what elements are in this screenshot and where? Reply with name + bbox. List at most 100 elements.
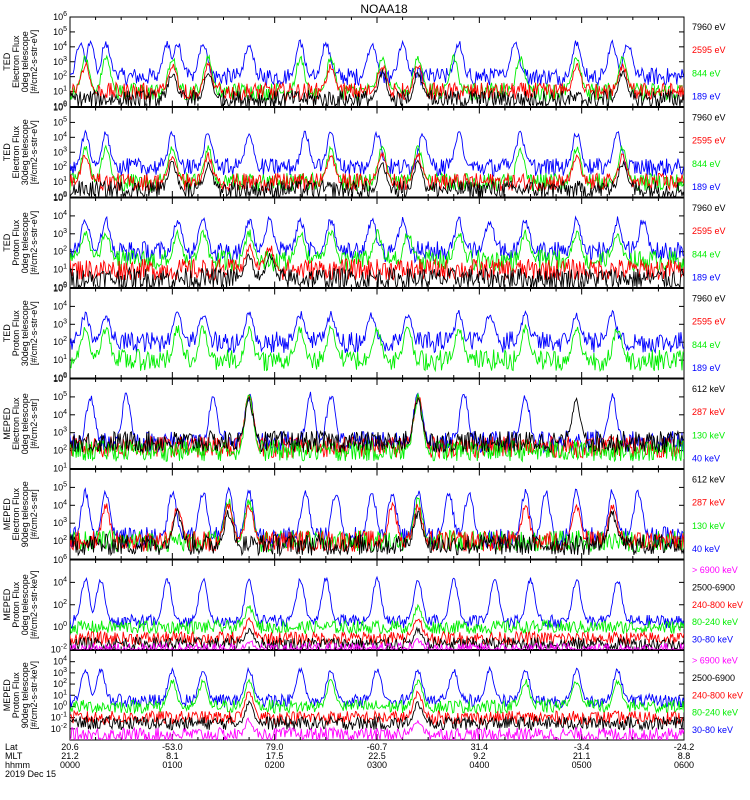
x-tick-label-lat: 79.0 (266, 742, 284, 752)
y-tick-label: 10-2 (51, 644, 67, 655)
legend-entry: 2595 eV (692, 136, 726, 146)
y-tick-label: 105 (53, 283, 67, 294)
x-tick-label-hhmm: 0300 (367, 760, 387, 770)
y-tick-label: 104 (53, 576, 67, 587)
x-tick-label-lat: -3.4 (574, 742, 590, 752)
x-tick-label-mlt: 22.5 (368, 751, 386, 761)
series-group (70, 39, 684, 107)
x-tick-label-lat: -60.7 (367, 742, 388, 752)
y-tick-label: 103 (53, 56, 67, 67)
y-tick-label: 100 (53, 191, 67, 202)
y-tick-label: 103 (53, 318, 67, 329)
x-tick-label-mlt: 21.2 (61, 751, 79, 761)
legend-entry: 7960 eV (692, 203, 726, 213)
y-axis-label: [#/cm2-s-str-keV] (29, 570, 39, 639)
panel-6: 102 103 104 105 MEPED Electron Flux 90deg tele… (2, 469, 725, 560)
y-axis-label: Proton Flux (11, 310, 21, 357)
legend-entry: 240-800 keV (692, 600, 743, 610)
date-label: 2019 Dec 15 (5, 769, 56, 779)
series-trace-red (70, 61, 684, 102)
y-tick-label: 105 (53, 192, 67, 203)
legend-entry: 844 eV (692, 249, 721, 259)
y-axis-label: [#/cm2-s-str-eV] (29, 30, 39, 94)
x-tick-label-hhmm: 0000 (60, 760, 80, 770)
y-axis-label: 30deg telescope (20, 119, 30, 185)
y-axis-label: TED (2, 233, 12, 252)
y-tick-label: 100 (53, 621, 67, 632)
y-tick-label: 105 (53, 116, 67, 127)
series-trace-green (70, 144, 684, 193)
legend-entry: 2595 eV (692, 226, 726, 236)
y-axis-label: Proton Flux (11, 581, 21, 628)
x-row-label: MLT (5, 751, 23, 761)
y-tick-label: 103 (53, 427, 67, 438)
x-tick-label-lat: -24.2 (674, 742, 695, 752)
series-trace-green (70, 228, 684, 273)
series-trace-black (70, 700, 684, 732)
series-trace-black (70, 159, 684, 197)
legend-entry: 189 eV (692, 363, 721, 373)
legend-entry: 80-240 keV (692, 708, 738, 718)
legend-entry: 30-80 keV (692, 635, 733, 645)
y-axis-label: Electron Flux (11, 397, 21, 450)
x-tick-label-mlt: 17.5 (266, 751, 284, 761)
x-tick-label-hhmm: 0600 (674, 760, 694, 770)
panel-5: 101 102 103 104 105 106 MEPED Electron Flux 0deg… (2, 373, 725, 474)
y-axis-label: Proton Flux (11, 672, 21, 719)
y-tick-label: 100 (53, 372, 67, 383)
panel-7: 10-2 100 102 104 106 MEPED Proton Flux 0deg tel… (2, 554, 743, 655)
x-tick-label-mlt: 8.8 (678, 751, 691, 761)
legend-entry: 130 keV (692, 521, 725, 531)
y-tick-label: 100 (53, 700, 67, 711)
y-axis-label: MEPED (2, 679, 12, 712)
x-tick-label-hhmm: 0400 (469, 760, 489, 770)
legend-entry: 40 keV (692, 454, 720, 464)
legend-entry: 189 eV (692, 273, 721, 283)
y-axis-label: 0deg telescope (20, 574, 30, 635)
legend-entry: 240-800 keV (692, 690, 743, 700)
y-tick-label: 102 (53, 71, 67, 82)
x-tick-label-hhmm: 0200 (265, 760, 285, 770)
y-tick-label: 106 (53, 554, 67, 565)
y-axis-label: 30deg telescope (20, 300, 30, 366)
y-tick-label: 104 (53, 300, 67, 311)
series-group (70, 391, 684, 463)
series-trace-red (70, 690, 684, 726)
y-axis-label: Electron Flux (11, 125, 21, 178)
y-tick-label: 104 (53, 131, 67, 142)
y-axis-label: [#/cm2-s-str-keV] (29, 661, 39, 730)
legend-entry: 612 keV (692, 475, 725, 485)
legend-entry: 844 eV (692, 68, 721, 78)
legend-entry: 80-240 keV (692, 617, 738, 627)
series-trace-blue (70, 39, 684, 87)
series-trace-red (70, 151, 684, 192)
legend-entry: 2595 eV (692, 45, 726, 55)
y-tick-label: 103 (53, 517, 67, 528)
legend-entry: 40 keV (692, 544, 720, 554)
y-tick-label: 105 (53, 391, 67, 402)
series-trace-blue (70, 575, 684, 629)
y-tick-label: 101 (53, 689, 67, 700)
legend-entry: 287 keV (692, 407, 725, 417)
legend-entry: > 6900 keV (692, 565, 738, 575)
y-tick-label: 102 (53, 535, 67, 546)
y-tick-label: 100 (53, 282, 67, 293)
series-trace-green (70, 678, 684, 715)
y-tick-label: 106 (53, 102, 67, 113)
series-group (70, 129, 684, 197)
x-tick-label-hhmm: 0500 (572, 760, 592, 770)
y-axis-label: [#/cm2-s-str] (29, 489, 39, 539)
y-tick-label: 104 (53, 499, 67, 510)
x-tick-label-mlt: 9.2 (473, 751, 486, 761)
series-trace-blue (70, 215, 684, 264)
x-tick-label-hhmm: 0100 (162, 760, 182, 770)
legend-entry: 30-80 keV (692, 725, 733, 735)
y-tick-label: 103 (53, 146, 67, 157)
x-tick-label-lat: 20.6 (61, 742, 79, 752)
y-axis-label: Electron Flux (11, 487, 21, 540)
y-axis-label: MEPED (2, 588, 12, 621)
y-tick-label: 106 (53, 11, 67, 22)
series-group (70, 665, 684, 740)
